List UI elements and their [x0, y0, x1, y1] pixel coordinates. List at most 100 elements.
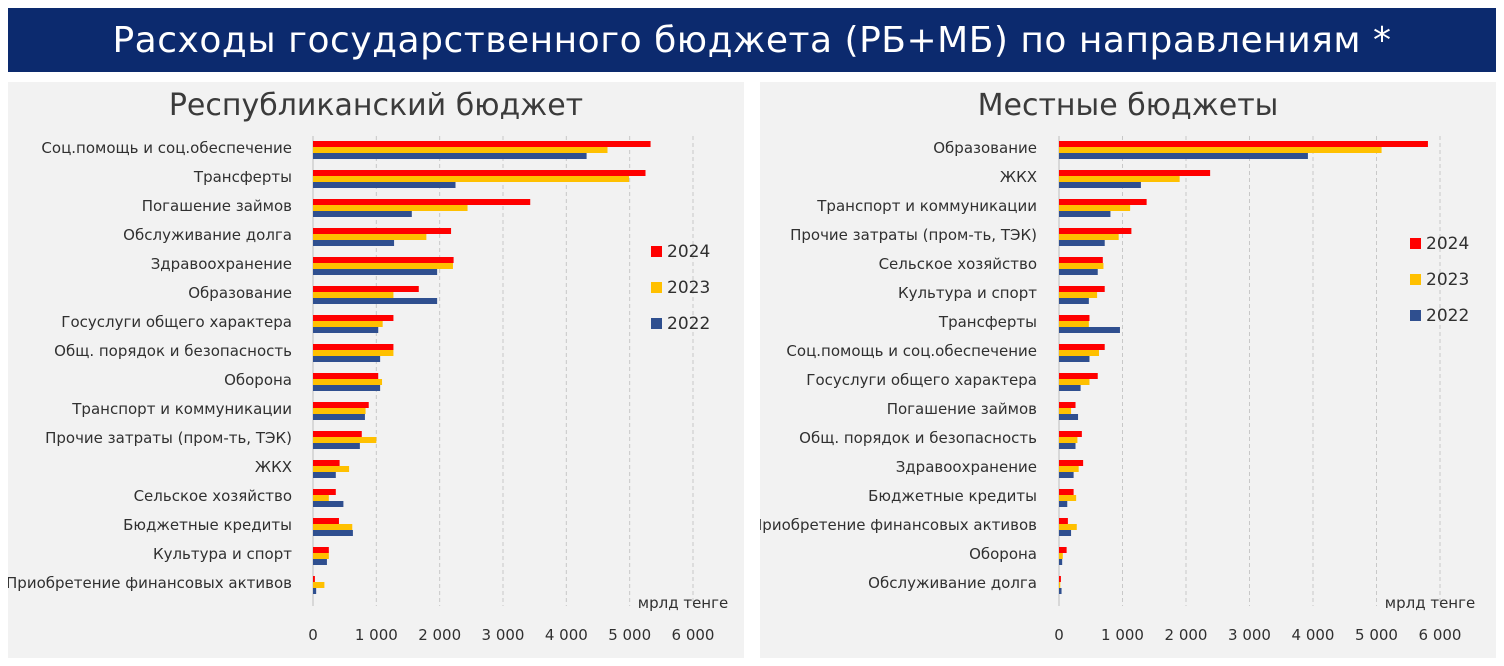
bar-2022: [1059, 443, 1076, 449]
bar-2022: [1059, 501, 1068, 507]
x-tick-label: 1 000: [355, 626, 398, 644]
bar-2023: [313, 408, 366, 414]
legend-label-2024: 2024: [1426, 234, 1469, 254]
category-label: Транспорт и коммуникации: [816, 197, 1037, 215]
x-tick-label: 4 000: [1292, 626, 1335, 644]
bar-2023: [313, 495, 329, 501]
x-tick-label: 4 000: [545, 626, 588, 644]
bar-2022: [313, 501, 344, 507]
bar-2023: [313, 524, 353, 530]
bar-2023: [313, 321, 383, 327]
bar-2023: [313, 379, 383, 385]
bar-2022: [1059, 588, 1062, 594]
legend-label-2023: 2023: [1426, 270, 1469, 290]
bar-2023: [313, 466, 350, 472]
bar-2022: [1059, 211, 1111, 217]
bar-2024: [313, 315, 394, 321]
category-label: Образование: [188, 284, 292, 302]
bar-2024: [1059, 286, 1105, 292]
legend-swatch-2022: [651, 318, 662, 329]
x-tick-label: 5 000: [608, 626, 651, 644]
bar-2023: [313, 205, 468, 211]
bar-2024: [313, 402, 369, 408]
category-label: Оборона: [224, 371, 292, 389]
category-label: Транспорт и коммуникации: [71, 400, 292, 418]
x-tick-label: 0: [1054, 626, 1064, 644]
legend-swatch-2022: [1410, 310, 1421, 321]
legend-label-2023: 2023: [667, 278, 710, 298]
bar-2024: [313, 141, 651, 147]
legend-label-2022: 2022: [1426, 306, 1469, 326]
bar-2023: [1059, 379, 1090, 385]
legend-label-2024: 2024: [667, 242, 710, 262]
x-tick-label: 6 000: [672, 626, 715, 644]
bar-2023: [1059, 350, 1100, 356]
category-label: Соц.помощь и соц.обеспечение: [41, 139, 292, 157]
bar-2022: [313, 443, 360, 449]
category-label: ЖКХ: [1000, 168, 1037, 186]
bar-2023: [313, 234, 427, 240]
bar-2024: [1059, 170, 1211, 176]
x-tick-label: 3 000: [482, 626, 525, 644]
bar-2023: [313, 582, 325, 588]
category-label: Обслуживание долга: [123, 226, 292, 244]
bar-2024: [1059, 402, 1076, 408]
bar-2024: [1059, 315, 1090, 321]
legend-swatch-2024: [1410, 238, 1421, 249]
legend-swatch-2023: [1410, 274, 1421, 285]
bar-2023: [313, 553, 329, 559]
bar-2022: [1059, 182, 1141, 188]
bar-2024: [1059, 460, 1084, 466]
bar-2023: [1059, 292, 1098, 298]
bar-2024: [313, 286, 419, 292]
bar-2022: [313, 385, 381, 391]
bar-2022: [313, 269, 438, 275]
category-label: Сельское хозяйство: [134, 487, 292, 505]
bar-2022: [1059, 559, 1063, 565]
category-label: Соц.помощь и соц.обеспечение: [786, 342, 1037, 360]
bar-2023: [313, 292, 394, 298]
bar-2024: [1059, 489, 1074, 495]
bar-2022: [1059, 240, 1105, 246]
legend-swatch-2024: [651, 246, 662, 257]
chart-title-republican: Республиканский бюджет: [168, 88, 584, 123]
bar-2024: [1059, 431, 1082, 437]
bar-2024: [313, 518, 339, 524]
bar-2022: [313, 356, 381, 362]
category-label: Приобретение финансовых активов: [760, 516, 1037, 534]
bar-2022: [1059, 298, 1089, 304]
unit-label: мрлд тенге: [638, 594, 728, 612]
bar-2022: [313, 530, 353, 536]
bar-2022: [1059, 356, 1090, 362]
bar-2022: [313, 298, 438, 304]
bar-2023: [1059, 263, 1104, 269]
category-label: ЖКХ: [255, 458, 292, 476]
republican-budget-panel: Республиканский бюджет 0 1 000 2 000 3 000 4…: [8, 82, 744, 658]
bar-2024: [313, 373, 379, 379]
bar-2022: [313, 327, 379, 333]
bar-2022: [313, 240, 395, 246]
bar-2023: [1059, 553, 1063, 559]
bar-2024: [1059, 344, 1105, 350]
bar-2022: [313, 153, 587, 159]
bar-2022: [313, 182, 456, 188]
unit-label: мрлд тенге: [1385, 594, 1475, 612]
bar-2024: [1059, 373, 1098, 379]
bar-2023: [1059, 466, 1079, 472]
x-tick-label: 1 000: [1101, 626, 1144, 644]
x-tick-label: 2 000: [418, 626, 461, 644]
bar-2024: [1059, 547, 1067, 553]
bar-2024: [313, 170, 646, 176]
bar-2022: [1059, 385, 1081, 391]
local-budgets-chart: 0 1 000 2 000 3 000 4 000 5 000 6 000 Образован…: [760, 136, 1475, 644]
bar-2024: [313, 257, 454, 263]
bar-2022: [1059, 327, 1120, 333]
category-label: Здравоохранение: [896, 458, 1037, 476]
bar-2022: [1059, 269, 1098, 275]
bar-2022: [313, 559, 327, 565]
bar-2024: [313, 344, 394, 350]
bar-2023: [313, 350, 394, 356]
category-label: Общ. порядок и безопасность: [799, 429, 1037, 447]
legend-label-2022: 2022: [667, 314, 710, 334]
bar-2023: [313, 437, 377, 443]
